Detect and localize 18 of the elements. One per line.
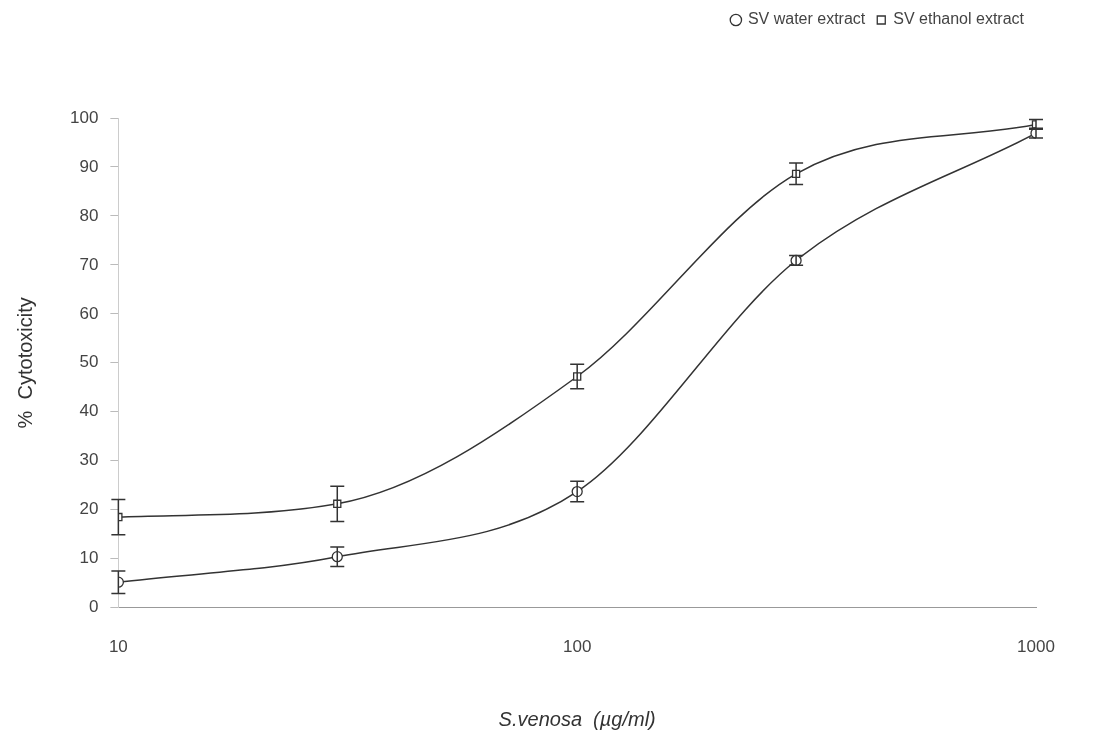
y-tick-label: 0 xyxy=(88,597,99,617)
y-tick-label: 90 xyxy=(79,156,99,176)
y-tick-label: 40 xyxy=(79,401,99,421)
y-tick-label: 70 xyxy=(79,254,99,274)
y-tick-label: 60 xyxy=(79,303,99,323)
y-tick-label: 50 xyxy=(79,352,99,372)
x-tick-label: 100 xyxy=(562,637,592,657)
x-tick-label: 10 xyxy=(108,637,128,657)
y-tick-label: 80 xyxy=(79,205,99,225)
x-axis-title: S.venosa (µg/ml) xyxy=(498,707,656,730)
y-axis-title: % Cytotoxicity xyxy=(13,297,36,429)
y-tick-label: 10 xyxy=(79,548,99,568)
y-tick-label: 30 xyxy=(79,450,99,470)
legend-label: SV ethanol extract xyxy=(893,10,1025,28)
y-tick-label: 100 xyxy=(69,107,99,127)
x-tick-label: 1000 xyxy=(1017,637,1055,657)
y-tick-label: 20 xyxy=(79,499,99,519)
legend-label: SV water extract xyxy=(747,10,866,28)
